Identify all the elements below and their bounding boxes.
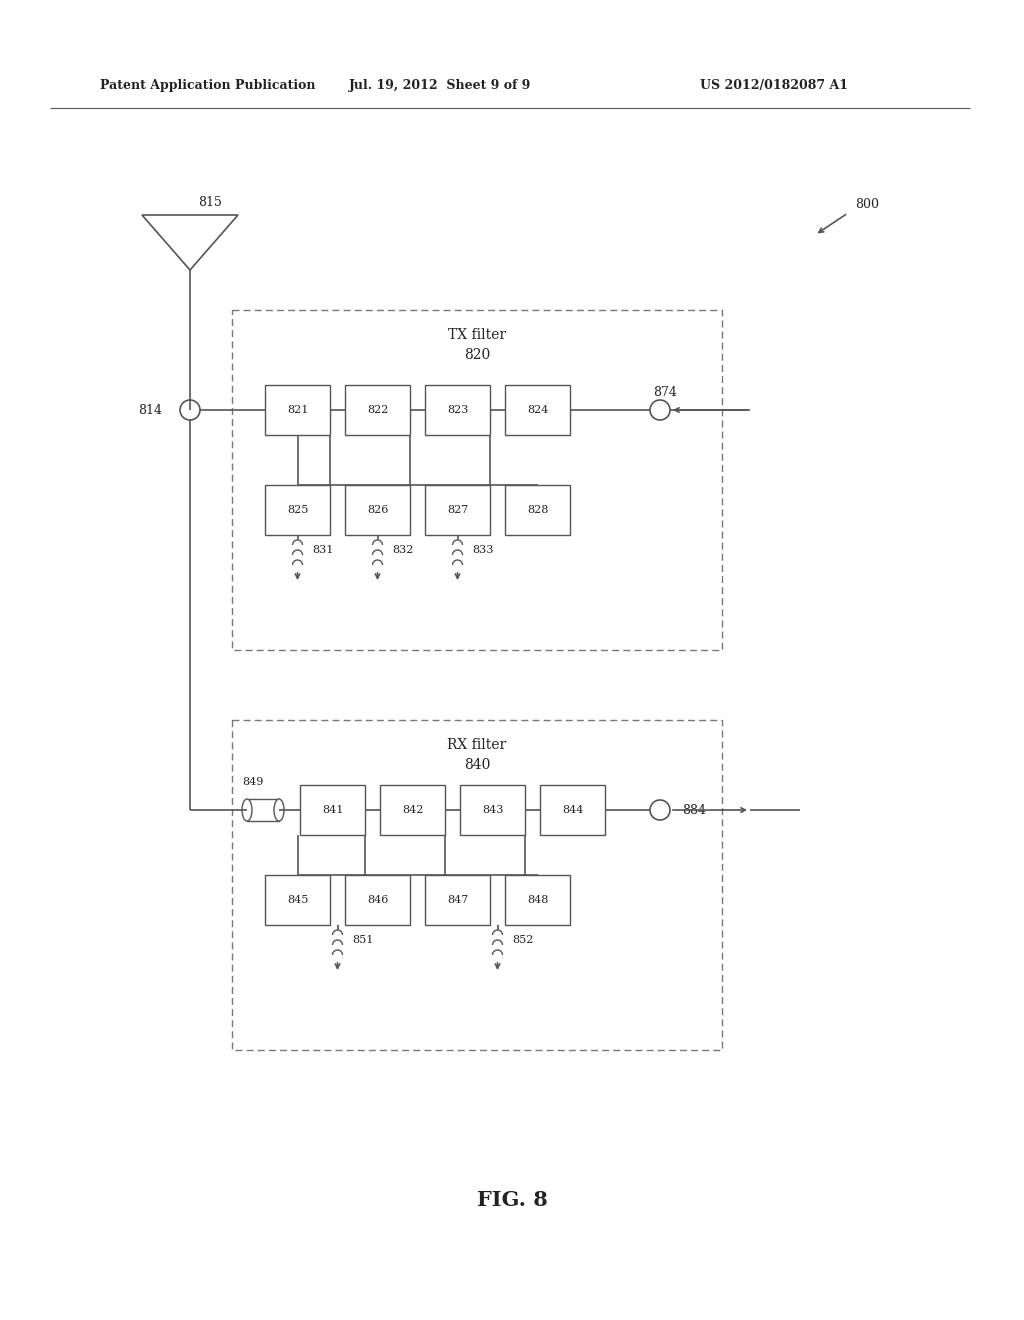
- Text: RX filter: RX filter: [447, 738, 507, 752]
- Text: 846: 846: [367, 895, 388, 906]
- Text: 823: 823: [446, 405, 468, 414]
- Text: 845: 845: [287, 895, 308, 906]
- Text: 884: 884: [682, 804, 706, 817]
- Text: 815: 815: [198, 197, 222, 210]
- Bar: [265, 875, 330, 925]
- Bar: [505, 484, 570, 535]
- Text: 842: 842: [401, 805, 423, 814]
- Text: 827: 827: [446, 506, 468, 515]
- Bar: [265, 484, 330, 535]
- Bar: [425, 385, 490, 436]
- Text: 844: 844: [562, 805, 584, 814]
- Bar: [232, 719, 722, 1049]
- Text: 821: 821: [287, 405, 308, 414]
- Text: TX filter: TX filter: [447, 327, 506, 342]
- Bar: [345, 484, 410, 535]
- Text: 826: 826: [367, 506, 388, 515]
- Text: 833: 833: [472, 545, 494, 554]
- Text: 825: 825: [287, 506, 308, 515]
- Text: 852: 852: [512, 935, 534, 945]
- Text: 814: 814: [138, 404, 162, 417]
- Bar: [425, 484, 490, 535]
- Text: 828: 828: [526, 506, 548, 515]
- Text: 832: 832: [392, 545, 414, 554]
- Text: Patent Application Publication: Patent Application Publication: [100, 78, 315, 91]
- Text: 841: 841: [322, 805, 343, 814]
- Bar: [460, 785, 525, 836]
- Bar: [345, 385, 410, 436]
- Ellipse shape: [242, 799, 252, 821]
- Text: 851: 851: [352, 935, 374, 945]
- Text: FIG. 8: FIG. 8: [476, 1191, 548, 1210]
- Text: 831: 831: [312, 545, 334, 554]
- Text: 840: 840: [464, 758, 490, 772]
- Bar: [265, 385, 330, 436]
- Text: Jul. 19, 2012  Sheet 9 of 9: Jul. 19, 2012 Sheet 9 of 9: [349, 78, 531, 91]
- Text: 847: 847: [446, 895, 468, 906]
- Bar: [247, 799, 279, 821]
- Bar: [345, 875, 410, 925]
- Text: 800: 800: [855, 198, 879, 211]
- Text: US 2012/0182087 A1: US 2012/0182087 A1: [700, 78, 848, 91]
- Bar: [505, 385, 570, 436]
- Bar: [300, 785, 365, 836]
- Text: 822: 822: [367, 405, 388, 414]
- Bar: [540, 785, 605, 836]
- Bar: [232, 310, 722, 649]
- Text: 848: 848: [526, 895, 548, 906]
- Bar: [380, 785, 445, 836]
- Ellipse shape: [274, 799, 284, 821]
- Text: 874: 874: [653, 385, 677, 399]
- Bar: [505, 875, 570, 925]
- Bar: [425, 875, 490, 925]
- Text: 849: 849: [243, 777, 264, 787]
- Text: 843: 843: [482, 805, 503, 814]
- Text: 820: 820: [464, 348, 490, 362]
- Text: 824: 824: [526, 405, 548, 414]
